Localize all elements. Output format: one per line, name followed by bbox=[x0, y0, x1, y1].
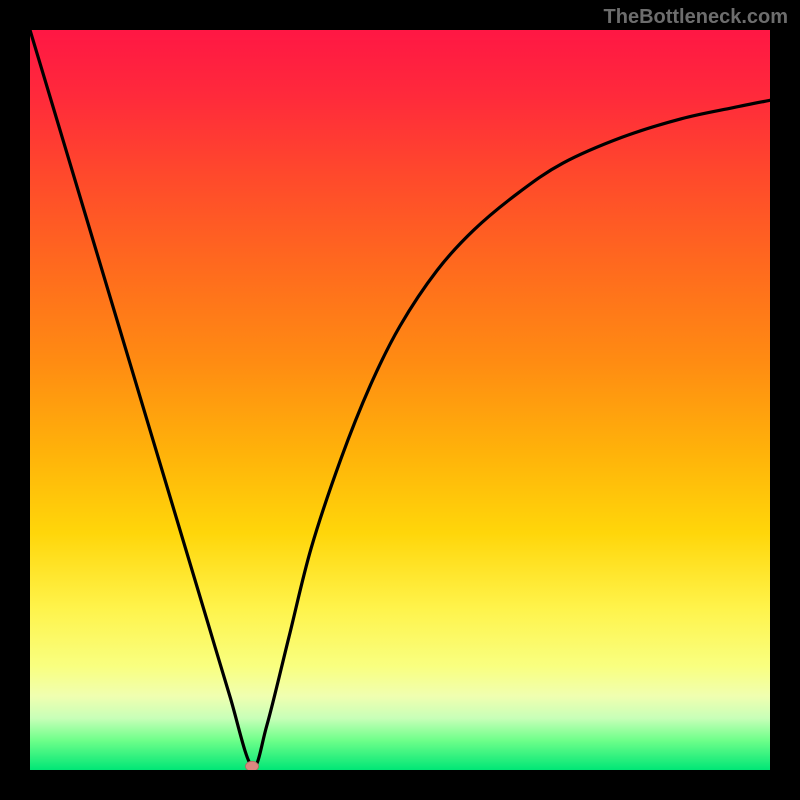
plot-svg bbox=[30, 30, 770, 770]
chart-container: TheBottleneck.com bbox=[0, 0, 800, 800]
optimum-marker bbox=[246, 761, 259, 770]
plot-area bbox=[30, 30, 770, 770]
watermark-text: TheBottleneck.com bbox=[604, 6, 788, 29]
